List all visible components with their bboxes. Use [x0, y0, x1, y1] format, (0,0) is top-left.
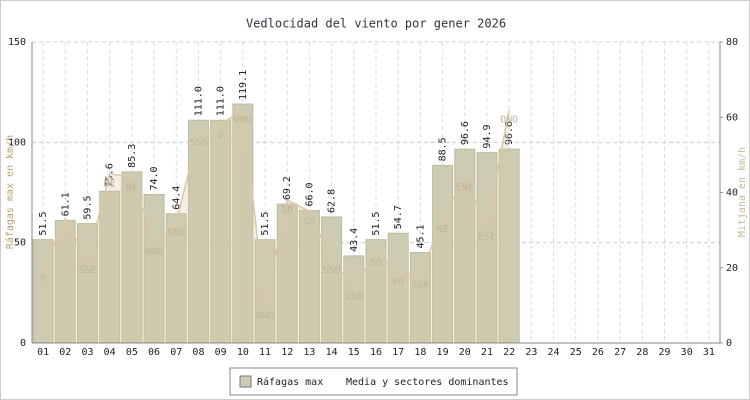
sector-label: O	[218, 130, 224, 141]
value-label: 111.0	[193, 86, 204, 116]
x-tick-label: 13	[303, 347, 315, 358]
x-tick-label: 22	[503, 347, 515, 358]
x-tick-label: 15	[348, 347, 360, 358]
value-label: 54.7	[393, 205, 404, 229]
x-tick-label: 03	[81, 347, 93, 358]
x-tick-label: 11	[259, 347, 271, 358]
sector-label: ONO	[234, 115, 252, 126]
sector-label: SSO	[323, 265, 341, 276]
x-tick-label: 28	[636, 347, 648, 358]
line	[42, 108, 510, 306]
x-tick-label: 01	[37, 347, 49, 358]
sector-label: SSE	[411, 280, 429, 291]
x-tick-label: 29	[658, 347, 670, 358]
sector-label: SO	[281, 205, 293, 216]
x-tick-label: 21	[481, 347, 493, 358]
sector-label: NNO	[145, 246, 163, 257]
x-tick-label: 27	[614, 347, 626, 358]
value-label: 62.8	[327, 189, 338, 213]
legend-swatch	[239, 375, 252, 388]
y-tick-label: 100	[8, 137, 26, 148]
x-tick-label: 18	[414, 347, 426, 358]
x-tick-label: 31	[703, 347, 715, 358]
y-axis-label: Ráfagas max en km/h	[4, 135, 16, 249]
value-label: 96.6	[460, 121, 471, 145]
x-tick-label: 08	[192, 347, 204, 358]
x-tick-label: 09	[215, 347, 227, 358]
value-label: 43.4	[349, 228, 360, 252]
x-tick-label: 10	[237, 347, 249, 358]
y-tick-label: 150	[8, 37, 26, 48]
x-tick-label: 05	[126, 347, 138, 358]
y-tick-label: 50	[14, 238, 26, 249]
sector-label: SSO	[345, 292, 363, 303]
x-tick-label: 04	[104, 347, 116, 358]
value-label: 75.6	[105, 163, 116, 187]
sector-label: SSE	[78, 265, 96, 276]
value-label: 119.1	[238, 70, 249, 100]
sector-label: NE	[104, 179, 116, 190]
x-tick-label: 07	[170, 347, 182, 358]
x-tick-label: 30	[681, 347, 693, 358]
x-tick-label: 02	[59, 347, 71, 358]
value-label: 85.3	[127, 144, 138, 168]
y2-tick-label: 40	[726, 188, 738, 199]
sector-label: SO	[370, 258, 382, 269]
value-label: 96.6	[504, 121, 515, 145]
value-label: 69.2	[282, 176, 293, 200]
x-tick-label: 24	[548, 347, 560, 358]
x-tick-label: 20	[459, 347, 471, 358]
x-tick-label: 16	[370, 347, 382, 358]
sector-label: O	[40, 273, 46, 284]
sector-label: ESE	[478, 231, 496, 242]
value-label: 51.5	[38, 212, 49, 236]
y2-tick-label: 0	[726, 338, 732, 349]
legend-label: Ráfagas max	[257, 376, 323, 388]
legend-box	[229, 367, 518, 396]
y2-tick-label: 80	[726, 37, 738, 48]
sector-label: SSO	[189, 137, 207, 148]
x-tick-label: 19	[437, 347, 449, 358]
legend-label: Media y sectores dominantes	[346, 377, 509, 388]
value-label: 59.5	[82, 196, 93, 220]
y2-tick-label: 60	[726, 112, 738, 123]
x-tick-label: 14	[326, 347, 338, 358]
y2-axis-label: Mitjana en km/h	[737, 147, 748, 237]
sector-label: NE	[437, 224, 449, 235]
value-label: 64.4	[171, 186, 182, 210]
sector-label: NE	[126, 182, 138, 193]
sector-label: ONO	[167, 228, 185, 239]
value-label: 66.0	[304, 182, 315, 206]
chart-title: Vedlocidad del viento por gener 2026	[246, 17, 506, 31]
value-label: 51.5	[260, 212, 271, 236]
x-tick-label: 23	[525, 347, 537, 358]
sector-label: ENE	[456, 182, 474, 193]
value-label: 45.1	[415, 224, 426, 248]
sector-label: SO	[303, 216, 315, 227]
value-label: 94.9	[482, 124, 493, 148]
value-label: 74.0	[149, 166, 160, 190]
sector-label: ONO	[256, 310, 274, 321]
x-tick-label: 12	[281, 347, 293, 358]
line-area	[43, 109, 510, 343]
x-tick-label: 06	[148, 347, 160, 358]
value-label: 61.1	[60, 192, 71, 216]
value-label: 111.0	[216, 86, 227, 116]
x-tick-label: 26	[592, 347, 604, 358]
y-tick-label: 0	[20, 338, 26, 349]
sector-label: ONO	[500, 115, 518, 126]
x-tick-label: 17	[392, 347, 404, 358]
value-label: 51.5	[371, 212, 382, 236]
sector-label: SO	[392, 277, 404, 288]
value-label: 88.5	[438, 137, 449, 161]
y2-tick-label: 20	[726, 263, 738, 274]
x-tick-label: 25	[570, 347, 582, 358]
